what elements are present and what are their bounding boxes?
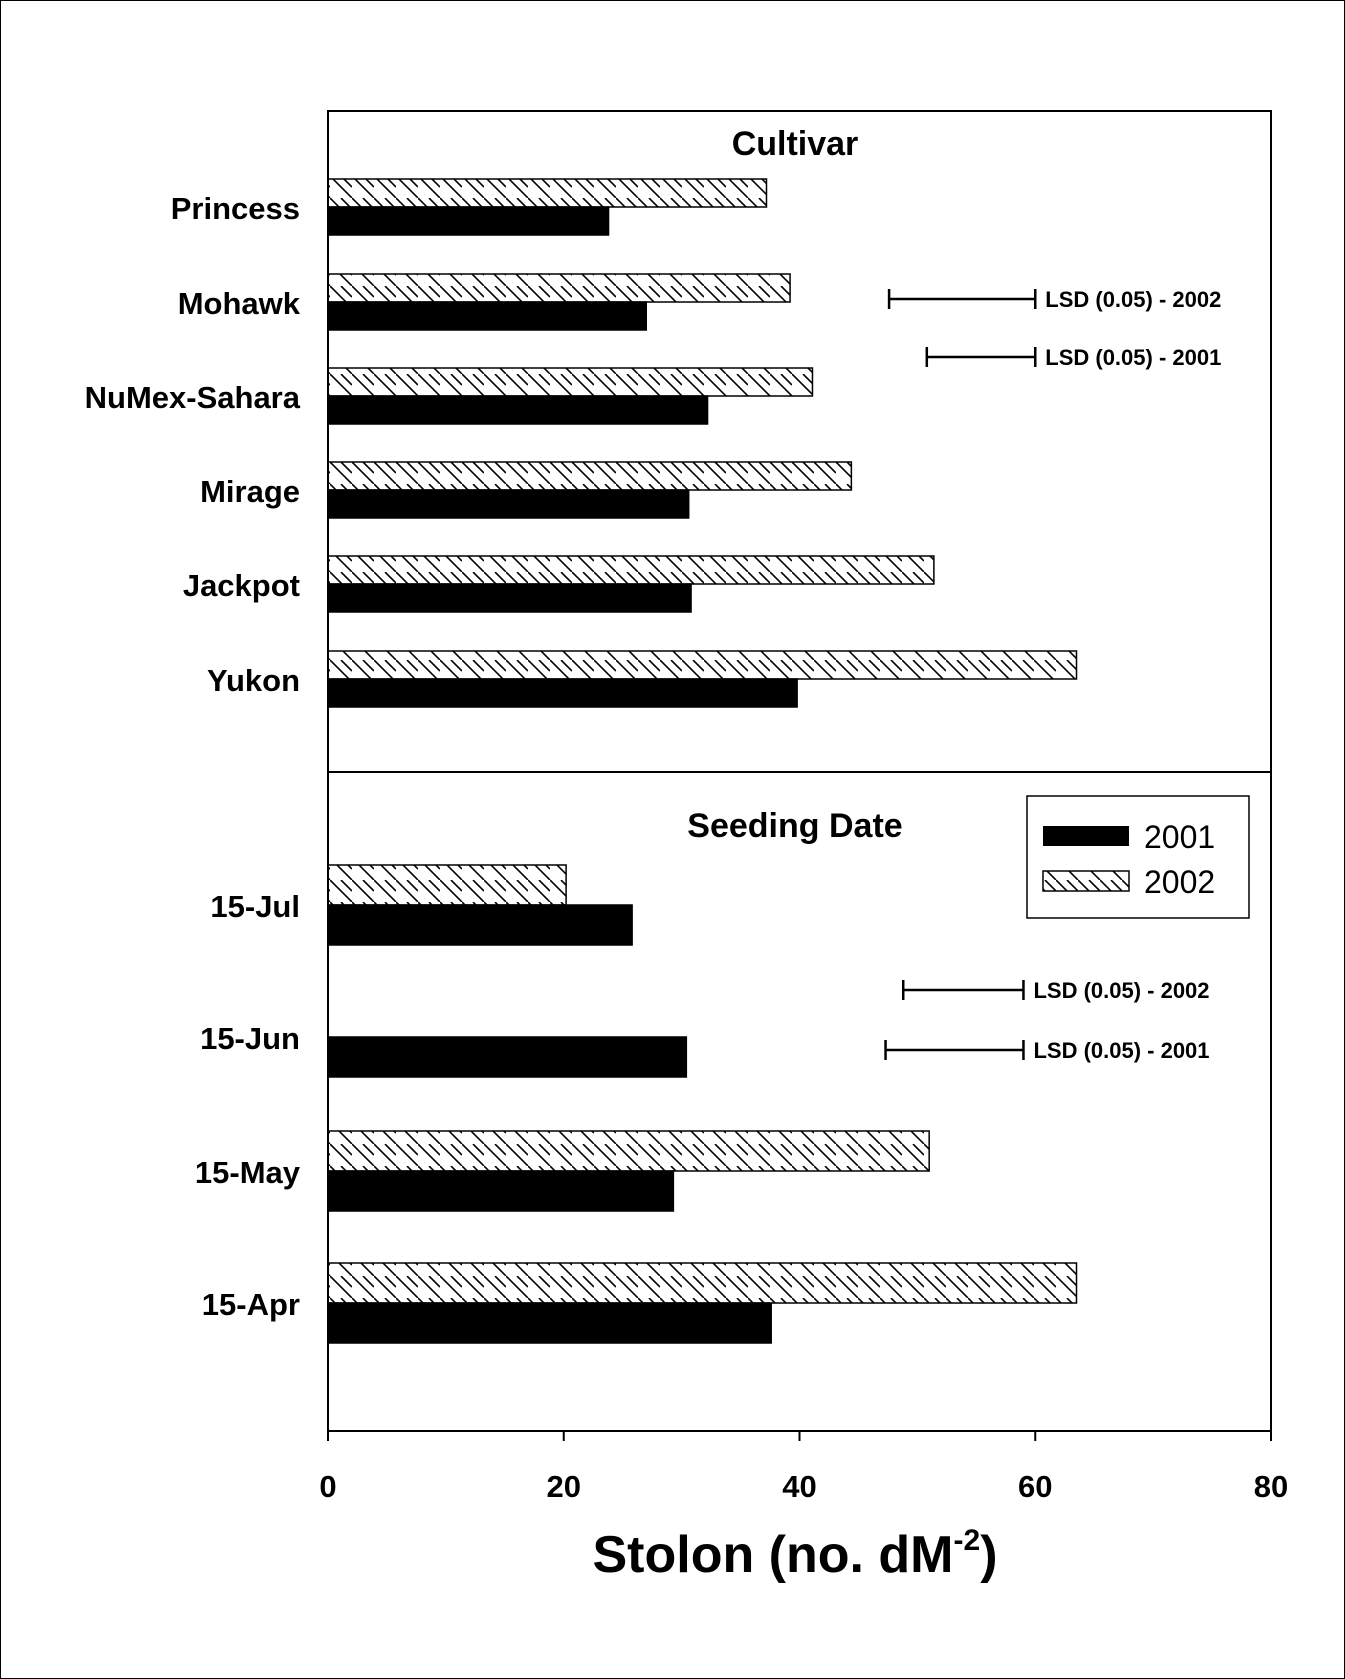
bar-2001	[327, 678, 798, 708]
bar-2001	[327, 583, 692, 613]
panel-title-seeding-date: Seeding Date	[687, 807, 902, 845]
lsd-label: LSD (0.05) - 2001	[1033, 1038, 1209, 1063]
lsd-bars: LSD (0.05) - 2002 LSD (0.05) - 2001 LSD (0…	[884, 287, 1221, 1063]
bars-group	[327, 178, 1078, 1344]
category-label: Jackpot	[183, 568, 300, 603]
bar-2002	[327, 273, 791, 303]
category-label: Mirage	[200, 474, 300, 509]
x-tick-label: 60	[1018, 1469, 1052, 1504]
category-labels: Princess Mohawk NuMex-Sahara Mirage Jackpot Y…	[85, 191, 301, 1322]
bar-2001	[327, 904, 633, 946]
x-axis-ticks: 0 20 40 60 80	[319, 1431, 1288, 1504]
lsd-label: LSD (0.05) - 2002	[1033, 978, 1209, 1003]
bar-2001	[327, 1302, 772, 1344]
panel-title-cultivar: Cultivar	[732, 125, 859, 163]
bar-2001	[327, 395, 709, 425]
legend-label-2002: 2002	[1144, 864, 1215, 900]
bar-2002	[327, 555, 935, 585]
category-label: 15-Jul	[210, 889, 300, 924]
category-label: Princess	[171, 191, 300, 226]
category-label: 15-Jun	[200, 1021, 300, 1056]
category-label: Yukon	[207, 663, 300, 698]
x-axis-title-close: )	[980, 1526, 997, 1584]
bar-2001	[327, 301, 648, 331]
x-axis-title: Stolon (no. dM-2)	[592, 1524, 997, 1584]
x-tick-label: 40	[782, 1469, 816, 1504]
lsd-label: LSD (0.05) - 2001	[1045, 345, 1221, 370]
category-label: Mohawk	[178, 286, 301, 321]
legend-label-2001: 2001	[1144, 819, 1215, 855]
x-tick-label: 20	[547, 1469, 581, 1504]
legend: 2001 2002	[1026, 795, 1250, 919]
x-axis-title-sup: -2	[954, 1524, 981, 1557]
bar-2002	[327, 1130, 930, 1172]
bar-2001	[327, 1170, 675, 1212]
bar-2001	[327, 1036, 688, 1078]
x-tick-label: 0	[319, 1469, 336, 1504]
bar-2001	[327, 206, 610, 236]
bar-2002	[327, 1262, 1078, 1304]
bar-2002	[327, 461, 853, 491]
category-label: 15-May	[195, 1155, 301, 1190]
lsd-label: LSD (0.05) - 2002	[1045, 287, 1221, 312]
bar-2002	[327, 178, 768, 208]
x-axis-title-main: Stolon (no. dM	[592, 1526, 953, 1584]
bar-2001	[327, 489, 690, 519]
bar-2002	[327, 367, 814, 397]
category-label: 15-Apr	[202, 1287, 300, 1322]
legend-swatch-2001	[1043, 826, 1129, 846]
bar-2002	[327, 864, 567, 906]
x-tick-label: 80	[1254, 1469, 1288, 1504]
bar-2002	[327, 650, 1078, 680]
category-label: NuMex-Sahara	[85, 380, 301, 415]
legend-box	[1026, 795, 1250, 919]
legend-swatch-2002	[1042, 870, 1130, 892]
